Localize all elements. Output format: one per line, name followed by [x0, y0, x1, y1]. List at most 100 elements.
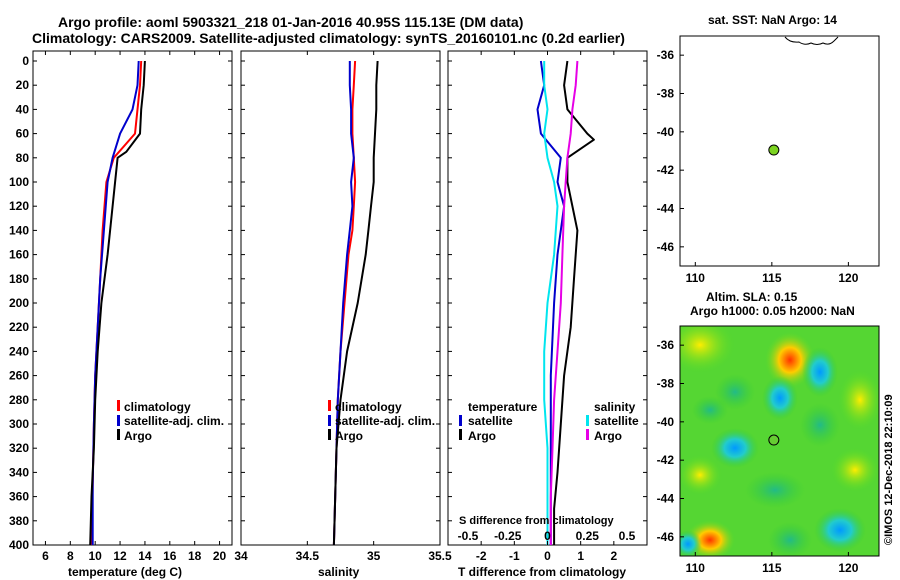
sla-blob [680, 326, 735, 373]
sst-map-title: sat. SST: NaN Argo: 14 [708, 13, 837, 27]
x-tick-label: -1 [509, 549, 520, 563]
temperature-legend: climatology satellite-adj. clim. Argo [117, 400, 224, 443]
sla-blob [680, 455, 722, 495]
series-satellite-adj-clim- [91, 60, 140, 545]
legend-label-climatology: climatology [124, 400, 191, 414]
depth-tick-label: 300 [9, 417, 29, 431]
series-layer [89, 60, 595, 546]
x-tick-label: 20 [213, 549, 227, 563]
series-salinity-argo [549, 60, 579, 545]
top-x-tick-label: 0 [544, 529, 551, 543]
map-y-tick-label: -40 [657, 125, 675, 139]
sla-blob [838, 370, 879, 430]
sla-map-title: Altim. SLA: 0.15 [706, 290, 798, 304]
map-y-tick-label: -46 [657, 240, 675, 254]
header-line-1: Argo profile: aoml 5903321_218 01-Jan-20… [58, 14, 523, 30]
map-y-tick-label: -38 [657, 377, 675, 391]
map-y-tick-label: -44 [657, 202, 675, 216]
sla-heatmap [680, 326, 879, 556]
legend-label-t-satellite: satellite [468, 414, 513, 428]
map-x-tick-label: 115 [762, 271, 782, 285]
legend-swatch-climatology [328, 400, 331, 411]
salinity-xlabel: salinity [318, 565, 360, 579]
legend-swatch-satellite [328, 415, 331, 426]
depth-tick-label: 380 [9, 514, 29, 528]
series-argo [89, 60, 146, 546]
x-tick-label: 1 [577, 549, 584, 563]
map-y-tick-label: -36 [657, 338, 675, 352]
x-tick-label: 35 [367, 549, 381, 563]
legend-swatch-climatology [117, 400, 120, 411]
sla-blob [762, 376, 798, 420]
sla-blob [814, 508, 866, 552]
x-tick-layer: 6 8 10 12 14 16 18 20 34 34.5 35 35.5 -2 -1 0 1 2-0.5 -0.… [42, 51, 636, 563]
sla-blob [715, 374, 755, 410]
temperature-plot-frame [32, 50, 233, 546]
legend-label-climatology: climatology [335, 400, 402, 414]
map-y-tick-label: -44 [657, 492, 675, 506]
map-x-tick-label: 120 [838, 271, 858, 285]
legend-label-satellite: satellite-adj. clim. [124, 414, 224, 428]
sla-blob [800, 403, 840, 447]
difference-xlabel: T difference from climatology [458, 565, 626, 579]
watermark: ©IMOS 12-Dec-2018 22:10:09 [883, 394, 895, 545]
depth-tick-label: 260 [9, 369, 29, 383]
series-salinity-satellite [543, 61, 559, 545]
map-x-tick-label: 115 [762, 561, 782, 575]
legend-swatch-s-argo [586, 429, 589, 440]
legend-swatch-argo [328, 429, 331, 440]
depth-tick-label: 240 [9, 344, 29, 358]
x-tick-label: 0 [544, 549, 551, 563]
sla-blob [711, 428, 759, 468]
depth-tick-label: 320 [9, 441, 29, 455]
legend-title-salinity: salinity [594, 400, 636, 414]
x-tick-label: 10 [89, 549, 103, 563]
sst-argo-position-marker [768, 144, 780, 156]
legend-label-argo: Argo [335, 429, 363, 443]
x-tick-label: 6 [42, 549, 49, 563]
legend-title-temperature: temperature [468, 400, 538, 414]
depth-tick-label: 220 [9, 320, 29, 334]
legend-swatch-s-satellite [586, 415, 589, 426]
legend-swatch-argo [117, 429, 120, 440]
x-tick-label: 14 [138, 549, 152, 563]
depth-tick-label: 80 [16, 151, 30, 165]
sst-map-axes: 110 115 120 -36 -38 -40 -42 -44 -46 [657, 48, 859, 285]
series-satellite-adj-clim- [332, 61, 355, 546]
depth-tick-label: 0 [22, 54, 29, 68]
map-y-tick-label: -42 [657, 453, 675, 467]
top-x-tick-label: -0.25 [494, 529, 522, 543]
map-y-tick-label: -38 [657, 87, 675, 101]
depth-tick-label: 160 [9, 248, 29, 262]
sla-map-frame [679, 325, 880, 557]
salinity-legend: climatology satellite-adj. clim. Argo [328, 400, 435, 443]
depth-tick-label: 60 [16, 127, 30, 141]
map-y-tick-label: -36 [657, 48, 675, 62]
map-x-tick-label: 120 [838, 561, 858, 575]
top-x-tick-label: 0.5 [619, 529, 636, 543]
map-y-tick-label: -42 [657, 163, 675, 177]
x-tick-label: -2 [476, 549, 487, 563]
depth-tick-label: 200 [9, 296, 29, 310]
sla-blob [802, 347, 838, 397]
map-x-tick-label: 110 [686, 271, 706, 285]
sla-argo-position-marker [768, 434, 780, 446]
sla-blob [831, 448, 879, 492]
series-argo [332, 60, 379, 546]
sla-blob [692, 396, 728, 424]
temperature-xlabel: temperature (deg C) [68, 565, 182, 579]
map-y-tick-label: -40 [657, 415, 675, 429]
legend-label-t-argo: Argo [468, 429, 496, 443]
x-tick-label: 2 [610, 549, 617, 563]
depth-tick-label: 40 [16, 102, 30, 116]
sla-blob [680, 530, 702, 556]
depth-tick-label: 180 [9, 272, 29, 286]
x-tick-label: 34 [234, 549, 248, 563]
series-temperature-argo [553, 60, 595, 545]
depth-tick-label: 280 [9, 393, 29, 407]
x-tick-label: 34.5 [296, 549, 320, 563]
depth-tick-label: 100 [9, 175, 29, 189]
sst-coastline [784, 36, 839, 45]
depth-axis: 0 20 40 60 80 100 120 140 160 180 200 220 240 260 280 3… [9, 54, 647, 552]
